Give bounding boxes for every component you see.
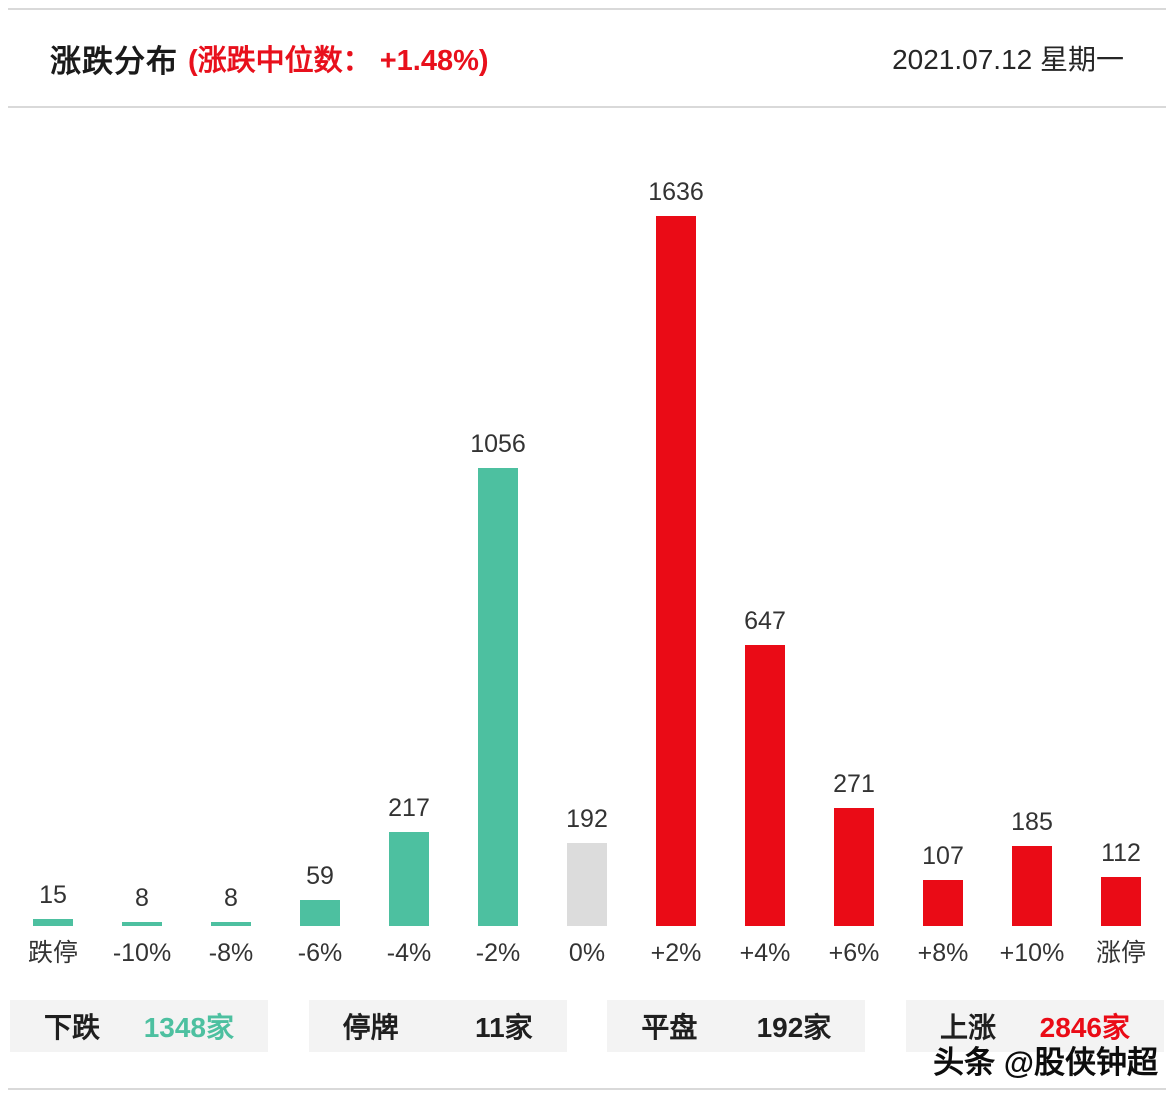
top-divider [8,8,1166,10]
bar-category-label: 0% [568,939,606,967]
bar-value-label: 15 [39,881,67,909]
bar-value-label: 1636 [648,178,704,206]
bar-chart: 15 跌停 8 -10% 8 -8% 59 -6% 217 -4% 1056 -2% 192 0% 1636… [10,128,1164,970]
bar-column: 1636 +2% [633,178,719,970]
summary-label: 下跌 [44,1012,101,1043]
bar [33,919,73,926]
bar [478,468,518,926]
bar [389,832,429,926]
bar-category-label: 涨停 [1095,939,1146,967]
page-title: 涨跌分布 [50,43,178,79]
summary-box: 平盘 192家 [607,1000,866,1052]
bar [923,880,963,926]
summary-value: 1348家 [143,1012,234,1043]
bar [300,900,340,926]
bar-value-label: 647 [744,607,786,635]
summary-box: 上涨 2846家 [905,1000,1164,1052]
bar-value-label: 217 [388,794,430,822]
bar-value-label: 192 [566,805,608,833]
bar-category-label: -6% [297,939,343,967]
watermark: 头条 @股侠钟超 [933,1045,1158,1080]
summary-box: 下跌 1348家 [10,1000,268,1052]
bar-column: 185 +10% [989,808,1075,970]
bar-column: 217 -4% [366,794,452,970]
summary-label: 停牌 [342,1012,399,1043]
bar-category-label: +10% [999,939,1065,967]
bar-category-label: -4% [386,939,432,967]
bar-value-label: 112 [1101,839,1141,867]
bar-category-label: -2% [475,939,521,967]
summary-box: 停牌 11家 [308,1000,567,1052]
median-change-label: (涨跌中位数： +1.48%) [188,45,489,77]
bar-category-label: +4% [739,939,791,967]
bar-category-label: +2% [650,939,702,967]
bar-column: 271 +6% [811,770,897,970]
date-label: 2021.07.12 星期一 [892,44,1124,75]
bar-column: 59 -6% [277,862,363,970]
summary-value: 11家 [475,1012,533,1043]
summary-value: 192家 [756,1012,832,1043]
bar-category-label: 跌停 [27,939,78,967]
bar-category-label: +8% [917,939,969,967]
bar [1101,877,1141,926]
summary-label: 平盘 [641,1012,698,1043]
bar-category-label: -10% [112,939,172,967]
bar-column: 8 -10% [99,884,185,970]
bar [211,922,251,926]
bar-value-label: 8 [135,884,149,912]
bar-column: 8 -8% [188,884,274,970]
summary-bar: 下跌 1348家 停牌 11家 平盘 192家 上涨 2846家 [10,1000,1164,1052]
summary-value: 2846家 [1039,1012,1130,1043]
bottom-divider [8,1088,1166,1090]
bar-value-label: 271 [833,770,875,798]
bar [1012,846,1052,926]
bar-value-label: 8 [224,884,238,912]
header: 涨跌分布 (涨跌中位数： +1.48%) 2021.07.12 星期一 [8,10,1166,106]
bar [834,808,874,926]
bar-category-label: -8% [208,939,254,967]
bar-value-label: 1056 [470,430,526,458]
summary-label: 上涨 [939,1012,996,1043]
bar-column: 1056 -2% [455,430,541,970]
bar [656,216,696,926]
bar-value-label: 107 [922,842,964,870]
bar-column: 192 0% [544,805,630,970]
bar-column: 647 +4% [722,607,808,970]
bar-column: 15 跌停 [10,881,96,970]
bar-category-label: +6% [828,939,880,967]
bar [122,922,162,926]
bar-column: 107 +8% [900,842,986,970]
header-divider [8,106,1166,108]
bar-value-label: 59 [306,862,334,890]
bar [745,645,785,926]
bar [567,843,607,926]
bar-value-label: 185 [1011,808,1053,836]
bar-column: 112 涨停 [1078,839,1164,970]
